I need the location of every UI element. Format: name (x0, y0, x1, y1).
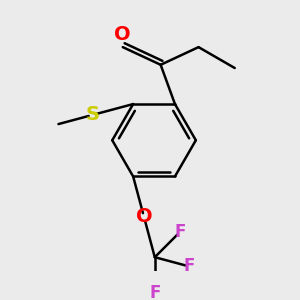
Text: F: F (149, 284, 160, 300)
Text: F: F (183, 257, 195, 275)
Text: O: O (115, 25, 131, 44)
Text: O: O (136, 207, 152, 226)
Text: F: F (174, 223, 186, 241)
Text: S: S (86, 105, 100, 124)
